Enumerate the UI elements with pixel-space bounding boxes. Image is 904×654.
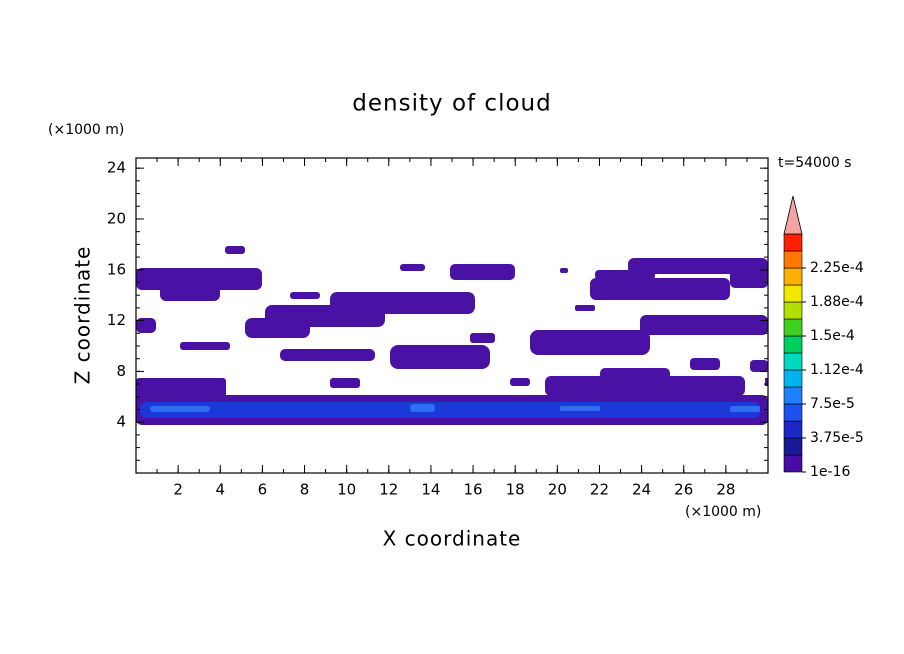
- x-tick-label: 16: [464, 481, 483, 499]
- colorbar-label: 3.75e-5: [810, 430, 864, 446]
- x-tick-label: 8: [300, 481, 310, 499]
- x-tick-label: 26: [674, 481, 693, 499]
- colorbar-box: [783, 454, 803, 473]
- colorbar-box: [783, 437, 803, 456]
- x-tick-label: 10: [337, 481, 356, 499]
- colorbar-box: [783, 369, 803, 388]
- x-tick-label: 2: [173, 481, 183, 499]
- x-tick-label: 14: [421, 481, 440, 499]
- x-tick-label: 12: [379, 481, 398, 499]
- y-unit: (×1000 m): [48, 122, 124, 138]
- contour-field: [136, 246, 768, 425]
- x-tick-label: 20: [548, 481, 567, 499]
- colorbar-box: [783, 284, 803, 303]
- colorbar-box: [783, 403, 803, 422]
- y-tick-label: 4: [116, 413, 126, 431]
- x-tick-label: 28: [716, 481, 735, 499]
- x-tick-label: 18: [506, 481, 525, 499]
- annotation: t=54000 s: [778, 155, 852, 171]
- colorbar-label: 7.5e-5: [810, 396, 855, 412]
- colorbar-box: [783, 250, 803, 269]
- colorbar-label: 1.12e-4: [810, 362, 864, 378]
- colorbar-box: [783, 318, 803, 337]
- x-unit: (×1000 m): [685, 504, 761, 520]
- y-axis-title: Z coordinate: [71, 246, 95, 385]
- x-tick-label: 4: [215, 481, 225, 499]
- colorbar-box: [783, 352, 803, 371]
- y-tick-label: 24: [107, 159, 126, 177]
- x-tick-label: 6: [258, 481, 268, 499]
- colorbar-label: 2.25e-4: [810, 260, 864, 276]
- colorbar-label: 1.88e-4: [810, 294, 864, 310]
- y-tick-label: 20: [107, 209, 126, 227]
- chart-title: density of cloud: [352, 91, 551, 117]
- x-tick-label: 22: [590, 481, 609, 499]
- y-tick-label: 12: [107, 311, 126, 329]
- colorbar-box: [783, 267, 803, 286]
- colorbar-label: 1.5e-4: [810, 328, 855, 344]
- colorbar-box: [783, 420, 803, 439]
- x-axis-title: X coordinate: [383, 527, 522, 551]
- colorbar-overflow: [783, 195, 803, 235]
- colorbar-box: [783, 301, 803, 320]
- colorbar-box: [783, 335, 803, 354]
- colorbar-box: [783, 386, 803, 405]
- colorbar-box: [783, 233, 803, 252]
- y-tick-label: 8: [116, 362, 126, 380]
- colorbar-label: 1e-16: [810, 464, 850, 480]
- y-tick-label: 16: [107, 260, 126, 278]
- x-tick-label: 24: [632, 481, 651, 499]
